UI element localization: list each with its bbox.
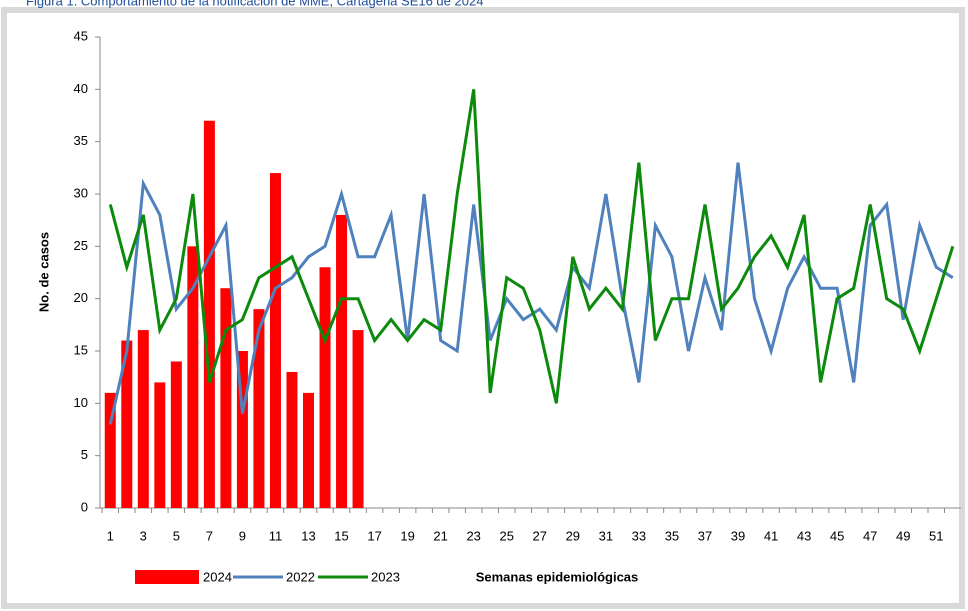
x-tick-label: 43 [797,528,811,543]
bar [187,246,199,509]
y-tick-label: 20 [74,290,88,305]
y-tick-label: 15 [74,342,88,357]
x-tick-label: 23 [466,528,480,543]
x-tick-label: 27 [533,528,547,543]
x-tick-label: 19 [400,528,414,543]
bar [286,371,298,508]
bar [336,214,348,508]
x-tick-label: 31 [599,528,613,543]
y-tick-label: 40 [74,81,88,96]
y-tick-label: 5 [81,447,88,462]
x-tick-label: 51 [929,528,943,543]
line [108,89,955,404]
y-tick-label: 45 [74,28,88,43]
x-tick-label: 39 [731,528,745,543]
bar [170,361,182,508]
bar [352,330,364,508]
legend-label: 2022 [286,569,315,584]
x-tick-label: 13 [301,528,315,543]
bar [236,351,248,508]
bar [154,382,166,508]
x-tick-label: 21 [433,528,447,543]
x-tick-label: 17 [367,528,381,543]
x-tick-label: 25 [500,528,514,543]
bar [203,120,215,508]
x-tick-label: 37 [698,528,712,543]
x-axis-title: Semanas epidemiológicas [476,569,639,584]
y-tick-label: 0 [81,499,88,514]
x-tick-label: 29 [566,528,580,543]
x-tick-label: 47 [863,528,877,543]
bar [269,173,281,509]
y-tick-label: 35 [74,133,88,148]
y-axis-title: No. de casos [36,232,51,312]
x-tick-label: 45 [830,528,844,543]
legend-label: 2024 [203,569,232,584]
bar [319,267,331,508]
x-tick-label: 49 [896,528,910,543]
bar [121,340,133,508]
chart-title: Figura 1. Comportamiento de la notificac… [26,0,483,8]
x-tick-label: 33 [632,528,646,543]
line [108,162,954,425]
bar [220,288,232,508]
x-tick-label: 15 [334,528,348,543]
x-tick-label: 41 [764,528,778,543]
x-tick-label: 35 [665,528,679,543]
y-tick-label: 10 [74,395,88,410]
x-tick-label: 1 [107,528,114,543]
y-tick-label: 25 [74,238,88,253]
x-tick-label: 11 [269,528,283,543]
bar [253,309,265,508]
x-tick-label: 7 [206,528,213,543]
legend-label: 2023 [371,569,400,584]
bar [137,330,149,508]
bar [303,392,314,508]
x-tick-label: 9 [239,528,246,543]
x-tick-label: 5 [173,528,180,543]
legend-swatch [135,570,199,584]
y-tick-label: 30 [74,185,88,200]
x-tick-label: 3 [140,528,147,543]
bar [104,392,116,508]
chart-frame [1,7,965,609]
